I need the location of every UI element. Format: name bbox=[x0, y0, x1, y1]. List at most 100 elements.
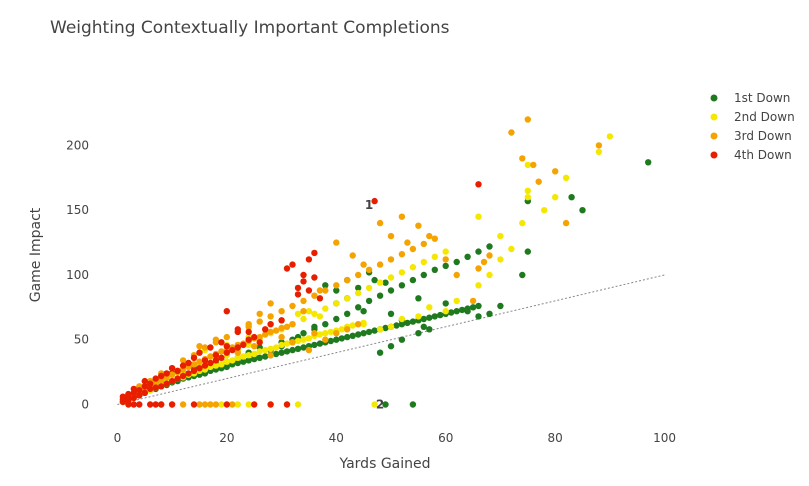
data-point bbox=[212, 357, 220, 364]
data-point bbox=[453, 258, 460, 266]
data-point bbox=[371, 401, 378, 408]
data-point bbox=[398, 315, 406, 323]
data-point bbox=[524, 161, 531, 169]
data-point bbox=[552, 194, 559, 201]
data-point bbox=[251, 401, 258, 408]
data-point bbox=[508, 129, 515, 136]
data-point bbox=[365, 284, 373, 292]
data-point bbox=[475, 302, 482, 310]
data-point bbox=[475, 248, 482, 255]
data-point bbox=[125, 390, 132, 398]
data-point bbox=[229, 357, 236, 364]
data-point bbox=[136, 401, 143, 408]
data-point bbox=[333, 287, 340, 294]
data-point bbox=[300, 297, 307, 305]
data-point bbox=[136, 392, 143, 399]
data-point bbox=[442, 262, 449, 270]
data-point bbox=[262, 353, 269, 360]
data-point bbox=[305, 335, 313, 342]
data-point bbox=[212, 352, 220, 359]
data-point bbox=[355, 321, 362, 328]
data-point bbox=[338, 335, 345, 342]
x-tick-label: 40 bbox=[329, 431, 344, 445]
data-point bbox=[278, 324, 285, 332]
data-point bbox=[256, 318, 263, 325]
data-point bbox=[376, 349, 384, 356]
data-point bbox=[158, 383, 165, 390]
data-point bbox=[212, 362, 220, 369]
data-point bbox=[398, 213, 406, 220]
data-point bbox=[234, 401, 241, 408]
x-axis-ticks: 0 20 40 60 80 100 bbox=[114, 431, 676, 445]
data-point bbox=[240, 358, 247, 365]
data-point bbox=[344, 310, 351, 317]
y-axis-title: Game Impact bbox=[28, 207, 44, 302]
data-point bbox=[234, 326, 241, 333]
data-point bbox=[130, 394, 137, 402]
data-point bbox=[475, 265, 482, 272]
data-point bbox=[212, 336, 220, 343]
data-point bbox=[437, 311, 444, 319]
data-point bbox=[311, 292, 318, 299]
data-point bbox=[519, 271, 526, 279]
data-point bbox=[530, 161, 537, 169]
legend-item[interactable]: 4th Down bbox=[710, 148, 792, 162]
data-point bbox=[398, 251, 406, 258]
legend-marker bbox=[710, 113, 718, 121]
data-point bbox=[327, 337, 334, 345]
data-point bbox=[311, 330, 318, 337]
data-point bbox=[147, 385, 154, 393]
legend-label: 2nd Down bbox=[734, 110, 795, 124]
data-point bbox=[409, 318, 417, 325]
data-point bbox=[294, 310, 302, 317]
y-tick-label: 150 bbox=[66, 203, 89, 217]
data-point bbox=[322, 287, 329, 294]
data-point bbox=[179, 357, 187, 364]
data-point bbox=[289, 302, 296, 310]
legend-item[interactable]: 2nd Down bbox=[710, 110, 795, 124]
legend-item[interactable]: 3rd Down bbox=[710, 129, 792, 143]
data-point bbox=[240, 341, 247, 349]
data-point bbox=[223, 358, 230, 365]
data-point bbox=[190, 367, 198, 374]
data-point bbox=[294, 337, 302, 345]
x-tick-label: 100 bbox=[653, 431, 676, 445]
data-point bbox=[645, 159, 652, 166]
annotation-label: 2 bbox=[376, 397, 384, 411]
data-point bbox=[196, 358, 203, 365]
legend-item[interactable]: 1st Down bbox=[710, 91, 791, 105]
data-point bbox=[289, 346, 296, 354]
data-point bbox=[355, 284, 362, 292]
data-point bbox=[387, 343, 395, 350]
data-point bbox=[256, 354, 263, 361]
data-point bbox=[333, 239, 340, 246]
data-point bbox=[524, 194, 531, 201]
data-point bbox=[453, 308, 460, 315]
data-point bbox=[251, 333, 258, 341]
data-point bbox=[442, 248, 449, 255]
data-point bbox=[256, 339, 263, 346]
data-point bbox=[469, 304, 477, 311]
data-point bbox=[305, 308, 313, 315]
data-point bbox=[398, 336, 406, 343]
data-point bbox=[409, 245, 417, 253]
data-point bbox=[508, 245, 515, 253]
data-point bbox=[431, 266, 438, 273]
data-point bbox=[398, 269, 406, 276]
data-point bbox=[300, 278, 307, 285]
series-3 bbox=[119, 116, 603, 408]
data-point bbox=[240, 353, 247, 360]
data-point bbox=[420, 271, 427, 279]
data-point bbox=[322, 321, 329, 328]
x-axis-title: Yards Gained bbox=[338, 456, 430, 472]
data-point bbox=[338, 326, 345, 333]
data-point bbox=[294, 291, 302, 298]
data-point bbox=[420, 240, 427, 248]
data-point bbox=[524, 116, 531, 123]
data-point bbox=[562, 219, 570, 227]
data-point bbox=[207, 353, 214, 360]
data-point bbox=[387, 256, 395, 263]
data-point bbox=[229, 346, 236, 354]
data-point bbox=[382, 324, 389, 332]
